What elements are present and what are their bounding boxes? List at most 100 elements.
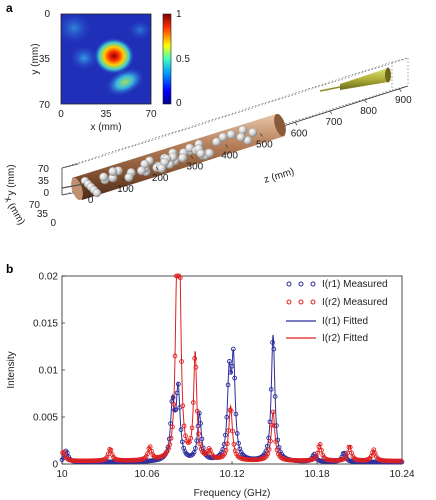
heatmap-x-label: x (mm) (90, 122, 121, 133)
x-axis-label: Frequency (GHz) (194, 488, 271, 499)
heatmap-ytick: 0 (44, 9, 50, 20)
measured-point-series-2 (398, 458, 404, 464)
legend-marker (286, 299, 292, 305)
measured-point-series-1 (225, 382, 231, 388)
y-tick-label: 0.005 (33, 413, 58, 424)
measured-point-series-2 (164, 449, 170, 454)
measured-point-series-1 (274, 423, 279, 428)
measured-point-series-1 (178, 427, 184, 433)
measured-point-series-2 (274, 447, 280, 453)
measured-point-series-2 (197, 441, 203, 447)
z-tick-mark (294, 122, 298, 126)
sphere (196, 149, 206, 159)
heatmap-ytick: 70 (39, 100, 51, 111)
measured-point-series-2 (181, 423, 187, 429)
z-tick-mark (329, 110, 333, 115)
x3d-axis-label: x (mm) (2, 195, 27, 227)
measured-point-series-1 (174, 390, 180, 396)
z-tick-mark (155, 166, 159, 171)
measured-point-series-1 (170, 395, 176, 400)
sphere (218, 132, 228, 142)
z-tick: 700 (325, 117, 342, 128)
legend-marker (286, 281, 292, 287)
measured-point-series-1 (194, 438, 200, 443)
legend-item-r2-fitted: I(r2) Fitted (286, 333, 368, 344)
measured-point-series-2 (170, 424, 175, 430)
legend-marker (310, 299, 316, 305)
measured-point-series-1 (176, 381, 181, 387)
x-tick: 35 (37, 209, 49, 220)
z-tick-mark (190, 155, 194, 159)
z-tick: 800 (360, 106, 377, 117)
measured-point-series-1 (229, 363, 235, 369)
measured-point-series-2 (347, 444, 353, 450)
z-tick: 400 (221, 151, 238, 162)
y-tick-label: 0 (52, 460, 58, 471)
measured-point-series-1 (232, 375, 237, 381)
legend-marker (310, 281, 316, 287)
measured-point-series-2 (317, 442, 323, 447)
y-tick-label: 0.015 (33, 319, 58, 330)
measured-point-series-1 (173, 407, 179, 413)
y-axis-label: Intensity (6, 351, 17, 388)
measured-point-series-2 (270, 409, 276, 415)
legend-item-r1-measured: I(r1) Measured (286, 279, 388, 290)
colorbar-tick: 0.5 (176, 54, 190, 65)
measured-point-series-1 (236, 440, 241, 446)
measured-point-series-2 (316, 444, 322, 450)
y-tick: 0 (43, 188, 49, 199)
measured-point-series-2 (171, 402, 177, 407)
measured-point-series-2 (224, 441, 230, 447)
bounding-box (61, 57, 409, 196)
measured-point-series-2 (190, 400, 196, 405)
z-tick: 0 (88, 195, 94, 206)
x-tick: 0 (50, 218, 56, 229)
z-tick-mark (121, 177, 124, 182)
measured-point-series-2 (223, 447, 229, 453)
panel-a-label: a (6, 1, 13, 15)
measured-point-series-1 (271, 346, 277, 352)
legend-item-r2-measured: I(r2) Measured (286, 297, 388, 308)
z-tick-mark (260, 133, 263, 137)
x-tick-label: 10.18 (304, 469, 329, 480)
measured-point-series-1 (234, 431, 240, 436)
measured-point-series-2 (168, 435, 174, 441)
measured-point-series-2 (172, 353, 178, 359)
measured-point-series-1 (224, 414, 230, 420)
colorbar-tick: 0 (176, 98, 182, 109)
z-tick: 600 (291, 128, 308, 139)
measured-point-series-2 (167, 442, 173, 448)
measured-point-series-1 (198, 421, 203, 426)
measured-point-series-2 (230, 428, 235, 434)
panel-b-label: b (6, 262, 13, 276)
horn-antenna (319, 67, 391, 92)
measured-point-series-2 (180, 403, 186, 409)
sphere (137, 166, 146, 176)
measured-point-series-2 (272, 423, 277, 429)
heatmap-xtick: 0 (58, 109, 64, 120)
measured-point-series-1 (193, 446, 198, 451)
y-tick: 35 (38, 176, 50, 187)
measured-point-series-1 (233, 411, 239, 417)
z-tick-mark (86, 189, 89, 193)
sphere (92, 188, 102, 198)
legend-text: I(r2) Measured (322, 297, 388, 308)
sphere (236, 132, 246, 142)
heatmap: 0 35 70 0 35 70 x (mm) y (mm) (30, 9, 157, 133)
measured-point-series-2 (193, 364, 199, 370)
measured-point-series-2 (196, 431, 201, 437)
z-tick: 100 (117, 184, 134, 195)
measured-point-series-1 (199, 436, 205, 442)
measured-point-series-2 (320, 452, 326, 458)
z-tick-mark (225, 144, 228, 148)
y-tick: 70 (38, 164, 50, 175)
measured-point-series-1 (268, 387, 274, 392)
measured-point-series-2 (62, 453, 68, 458)
sphere (108, 167, 118, 176)
measured-point-series-2 (273, 439, 279, 444)
colorbar: 1 0.5 0 (162, 9, 190, 109)
measured-point-series-1 (191, 449, 197, 455)
z-tick: 900 (395, 95, 412, 106)
